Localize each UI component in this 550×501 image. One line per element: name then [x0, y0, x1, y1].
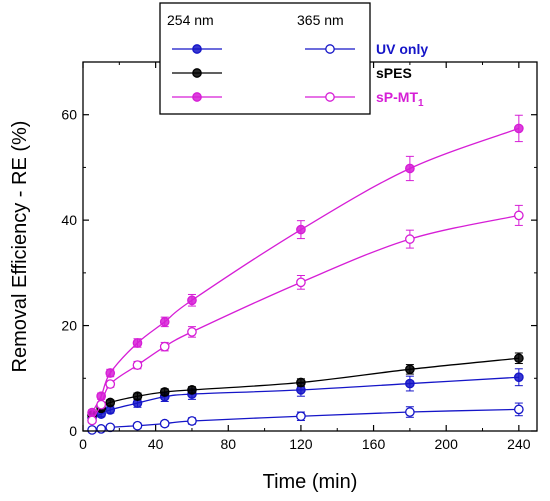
- data-point: [296, 411, 306, 422]
- legend-marker-365: [325, 92, 335, 102]
- data-point: [296, 377, 306, 388]
- data-point: [513, 372, 524, 383]
- data-point: [96, 424, 107, 434]
- data-point: [159, 387, 170, 397]
- legend-label: UV only: [376, 41, 428, 57]
- series-1: [87, 352, 524, 421]
- data-point: [405, 163, 415, 174]
- series-line: [91, 214, 519, 421]
- legend-marker-254: [192, 92, 202, 102]
- x-axis-label: Time (min): [263, 471, 358, 493]
- x-tick-label: 120: [289, 436, 313, 452]
- y-tick-label: 60: [61, 107, 77, 123]
- x-tick-label: 0: [79, 436, 87, 452]
- legend-label: sPES: [376, 65, 412, 81]
- x-tick-label: 160: [362, 436, 386, 452]
- legend-marker-365: [325, 44, 335, 54]
- data-point: [187, 295, 197, 306]
- y-axis-label: Removal Efficiency - RE (%): [9, 121, 31, 373]
- x-tick-label: 240: [507, 436, 531, 452]
- data-point: [513, 123, 524, 134]
- y-tick-label: 40: [61, 212, 77, 228]
- series-2: [87, 114, 524, 418]
- series-line: [91, 357, 519, 416]
- x-tick-label: 80: [220, 436, 236, 452]
- legend-label: sP-MT1: [376, 89, 424, 109]
- data-point: [296, 277, 306, 288]
- data-point: [96, 399, 107, 410]
- data-point: [513, 404, 524, 415]
- data-point: [187, 385, 197, 395]
- series-line: [91, 127, 520, 413]
- legend-header-365: 365 nm: [297, 12, 344, 28]
- data-point: [513, 210, 524, 221]
- y-tick-label: 20: [61, 318, 77, 334]
- data-point: [132, 391, 143, 402]
- data-point: [87, 415, 97, 426]
- data-point: [405, 234, 415, 244]
- plot-frame: [82, 61, 538, 432]
- data-point: [159, 418, 170, 429]
- data-point: [405, 364, 415, 375]
- legend: 254 nm 365 nm UV only sPES sP-MT1: [159, 2, 428, 115]
- legend-header-254: 254 nm: [167, 12, 214, 28]
- data-point: [187, 327, 197, 337]
- data-point: [87, 425, 97, 435]
- data-point: [105, 379, 116, 389]
- data-point: [405, 378, 415, 389]
- data-point: [159, 317, 170, 327]
- data-point: [105, 368, 116, 378]
- data-point: [105, 397, 116, 408]
- legend-marker-254: [192, 44, 202, 54]
- data-point: [405, 407, 415, 417]
- y-tick-label: 0: [69, 423, 77, 439]
- data-point: [132, 338, 143, 348]
- data-point: [187, 416, 197, 426]
- legend-marker-254: [192, 68, 202, 78]
- data-point: [132, 360, 143, 370]
- data-point: [513, 353, 524, 364]
- data-point: [159, 341, 170, 352]
- axes: 0 40 80 120 160 200 240 0 20 40 60 Time (min) Remova…: [9, 61, 538, 493]
- data-point: [132, 420, 143, 431]
- data-point: [296, 224, 306, 235]
- series-0: [87, 368, 524, 423]
- plot-area: [87, 114, 524, 435]
- series-3: [87, 402, 524, 435]
- series-4: [87, 204, 524, 426]
- x-tick-label: 200: [435, 436, 459, 452]
- x-tick-label: 40: [148, 436, 164, 452]
- data-point: [105, 422, 116, 433]
